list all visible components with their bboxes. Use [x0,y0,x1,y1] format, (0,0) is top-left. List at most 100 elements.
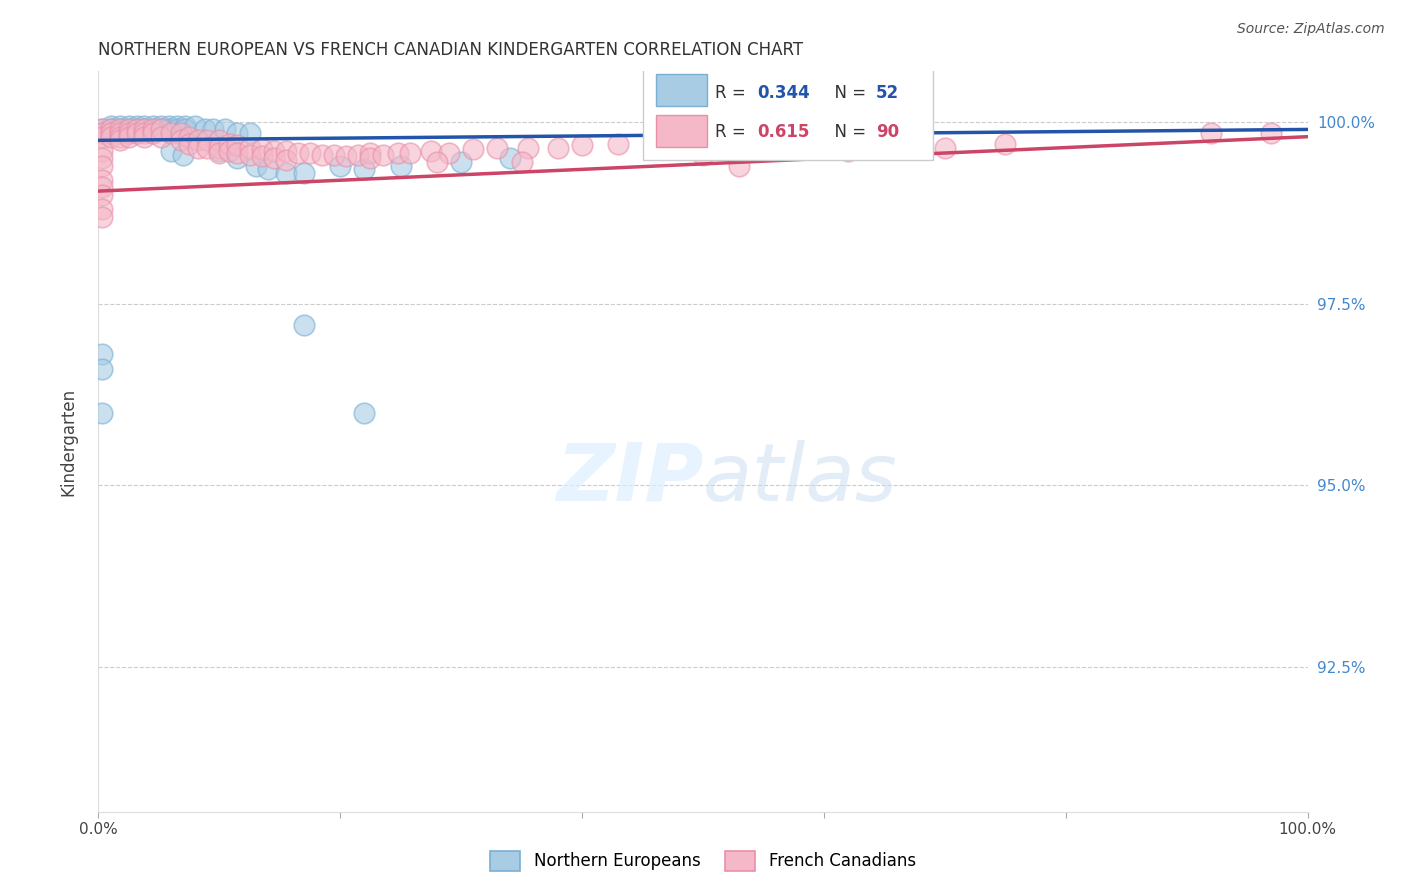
Point [837,145,859,159]
Point [134,126,156,140]
Point [360,145,382,160]
Point [91,210,114,224]
Point [134,129,156,144]
Text: atlas: atlas [703,440,898,517]
Point [195,140,218,154]
Legend: Northern Europeans, French Canadians: Northern Europeans, French Canadians [482,842,924,880]
Point [91,347,114,361]
Point [150,122,173,136]
Point [323,148,346,162]
Point [510,155,533,169]
Point [1260,126,1282,140]
Point [91,202,114,217]
Point [728,159,751,173]
Point [179,136,201,151]
Point [150,119,173,133]
Point [187,133,209,147]
Text: ZIP: ZIP [555,440,703,517]
Point [329,159,352,173]
Point [311,148,333,162]
Point [389,159,412,173]
Point [187,140,209,154]
Point [100,126,122,140]
Point [100,129,122,144]
Point [250,149,273,163]
Point [160,145,183,159]
Point [150,122,173,136]
Point [516,140,538,154]
Point [118,119,141,133]
Point [118,126,141,140]
Text: 0.344: 0.344 [758,84,810,102]
Point [994,136,1017,151]
Point [91,126,114,140]
Point [450,155,472,169]
FancyBboxPatch shape [655,74,707,106]
Point [194,122,217,136]
Point [353,162,375,177]
Point [692,148,714,162]
Point [274,145,297,159]
Point [250,142,273,156]
Text: Source: ZipAtlas.com: Source: ZipAtlas.com [1237,22,1385,37]
Point [127,126,149,140]
Point [108,126,131,140]
Point [91,145,114,159]
Point [127,122,149,136]
Point [100,126,122,140]
Point [399,145,422,160]
Point [245,159,267,173]
Point [226,152,249,166]
Text: N =: N = [824,84,872,102]
Point [679,136,702,151]
Point [108,129,131,144]
Point [644,136,666,151]
Point [239,140,262,154]
Point [1199,126,1222,140]
Point [226,138,249,153]
Point [287,145,309,160]
Point [174,119,197,133]
Point [934,140,956,154]
Text: R =: R = [716,84,751,102]
Point [226,145,249,160]
Point [118,129,141,144]
Point [174,122,197,136]
Point [166,122,188,136]
Point [274,153,297,167]
Point [157,122,180,136]
Point [208,140,231,154]
Point [371,148,394,162]
Point [347,148,370,162]
Point [498,152,520,166]
Point [256,162,278,177]
Text: 0.615: 0.615 [758,122,810,141]
Point [91,122,114,136]
Point [91,405,114,419]
FancyBboxPatch shape [643,64,932,161]
Point [208,133,231,147]
Point [142,119,165,133]
Point [134,119,156,133]
Point [91,126,114,140]
Point [108,122,131,136]
Point [179,129,201,144]
Y-axis label: Kindergarten: Kindergarten [59,387,77,496]
Point [208,145,231,160]
Point [118,126,141,140]
Text: R =: R = [716,122,751,141]
Point [218,145,240,159]
Point [91,362,114,376]
Point [100,122,122,136]
Point [195,133,218,147]
Point [208,145,231,159]
Point [160,126,183,140]
Point [263,145,285,159]
Point [91,180,114,194]
Point [226,126,249,140]
Point [184,119,207,133]
Point [486,140,509,154]
Text: NORTHERN EUROPEAN VS FRENCH CANADIAN KINDERGARTEN CORRELATION CHART: NORTHERN EUROPEAN VS FRENCH CANADIAN KIN… [98,41,804,59]
Point [91,122,114,136]
Point [299,145,322,160]
